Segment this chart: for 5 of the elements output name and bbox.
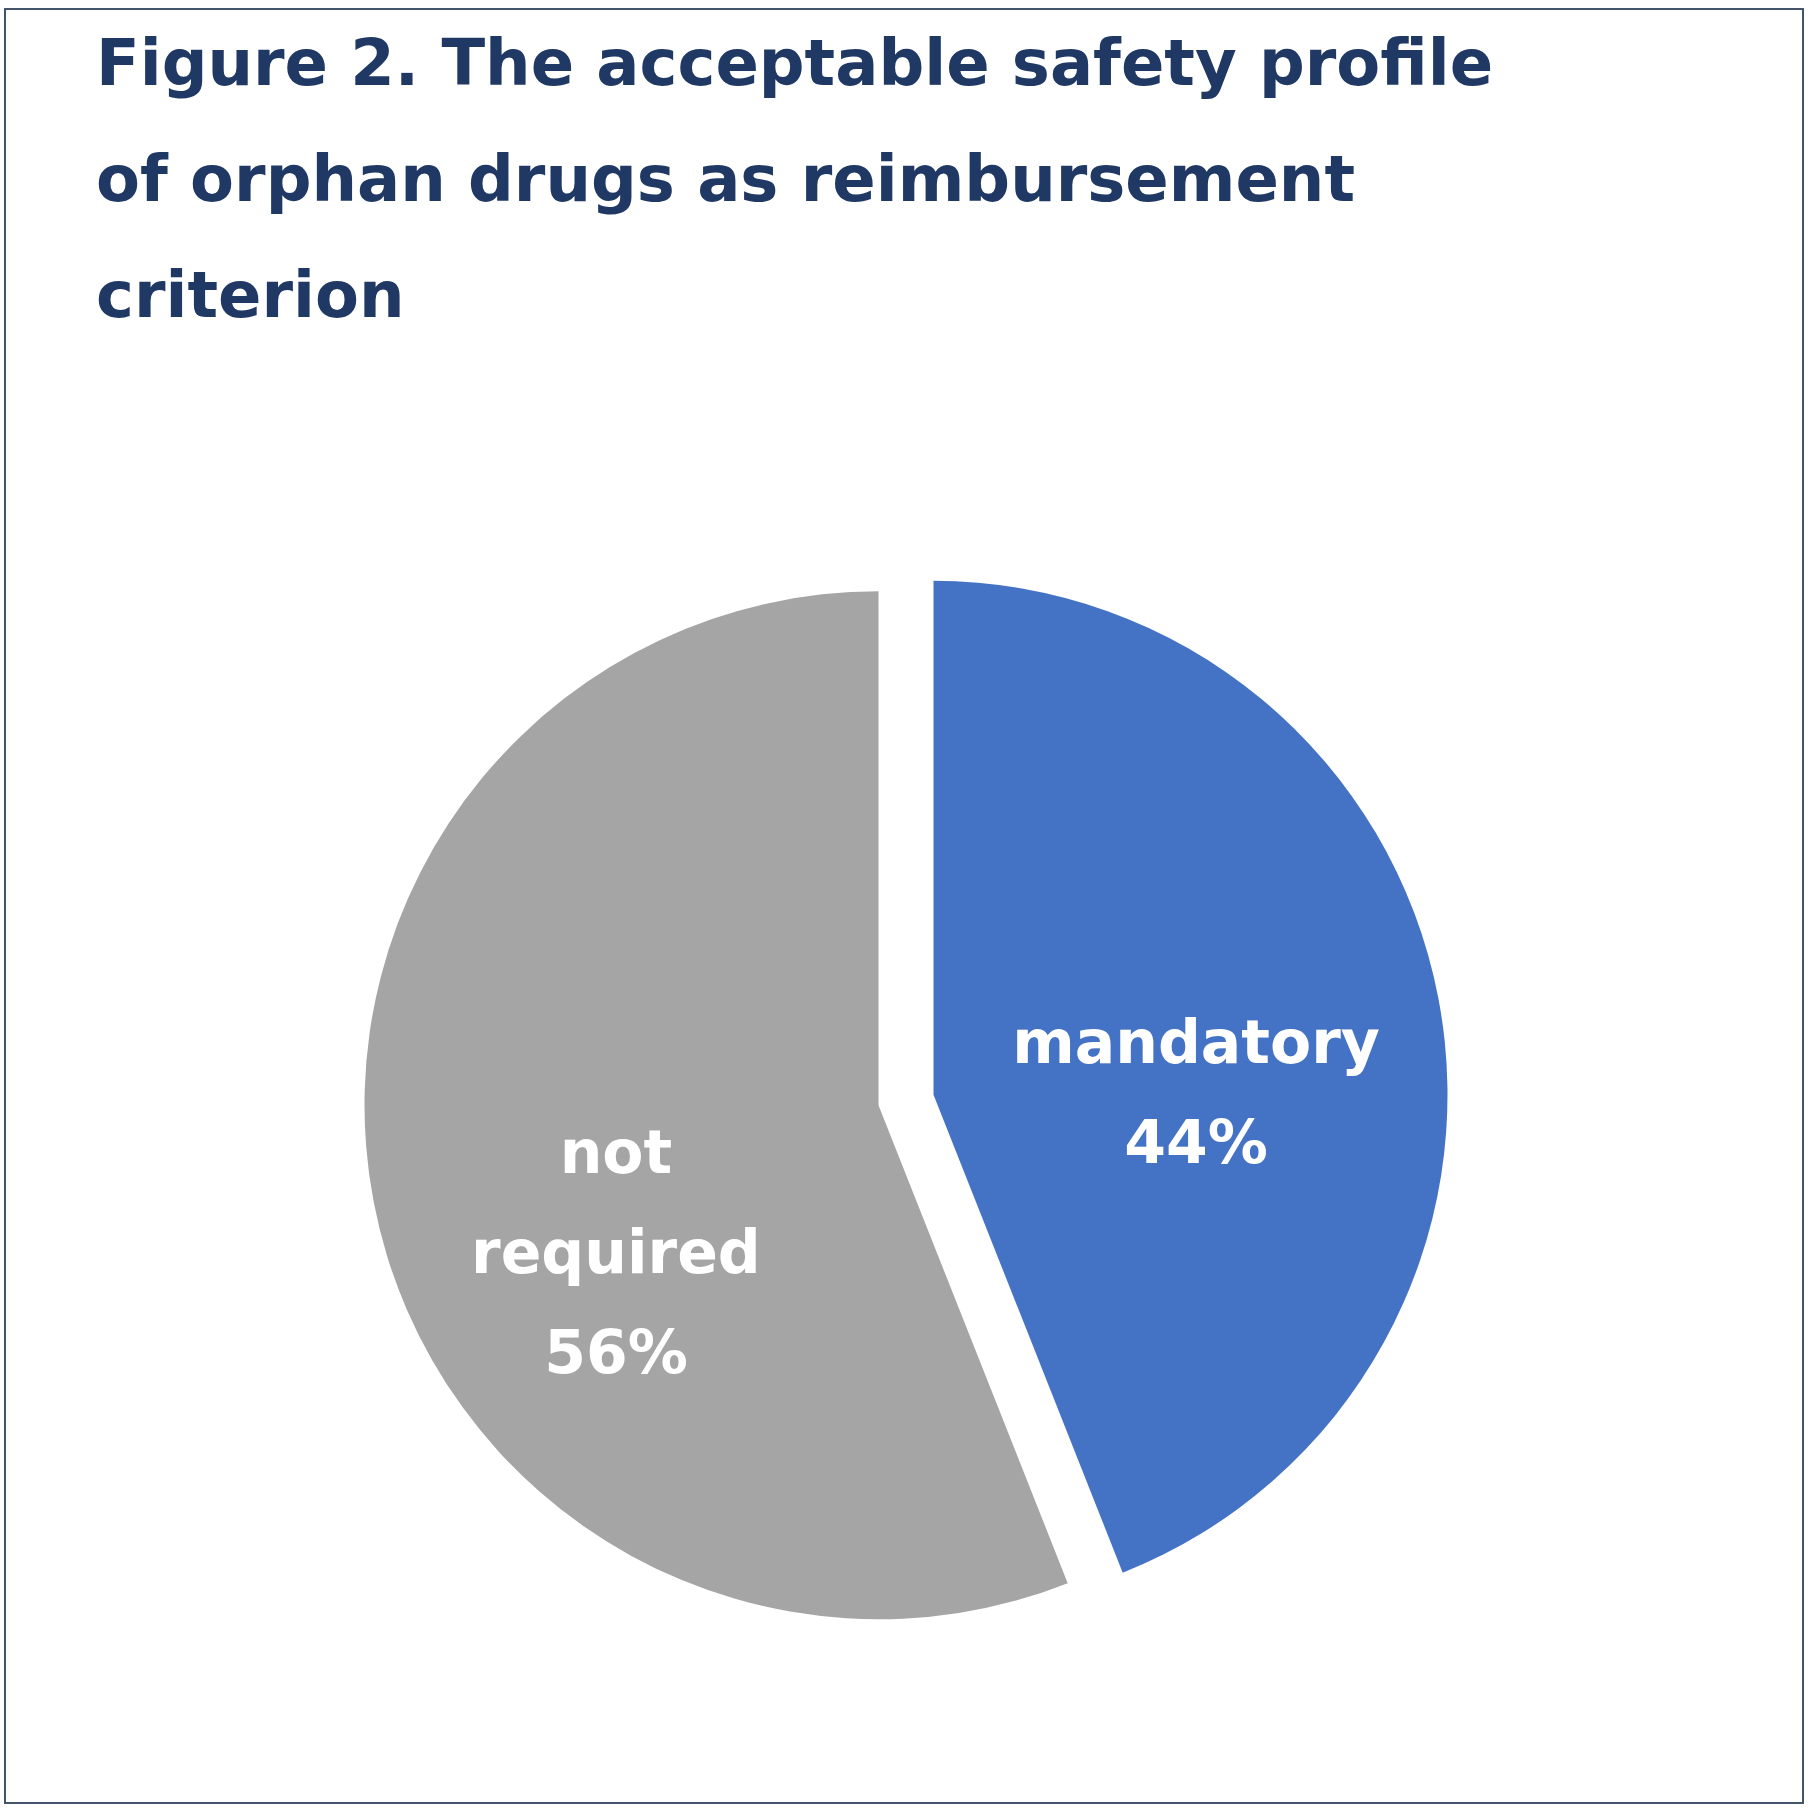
chart-title: Figure 2. The acceptable safety profile of orphan drugs as reimbursement criterion <box>96 26 1494 332</box>
slice-label: not required <box>471 1117 761 1288</box>
data-label: 56% <box>544 1317 688 1388</box>
data-label: 44% <box>1124 1106 1268 1177</box>
slice-label: mandatory <box>1012 1006 1380 1077</box>
